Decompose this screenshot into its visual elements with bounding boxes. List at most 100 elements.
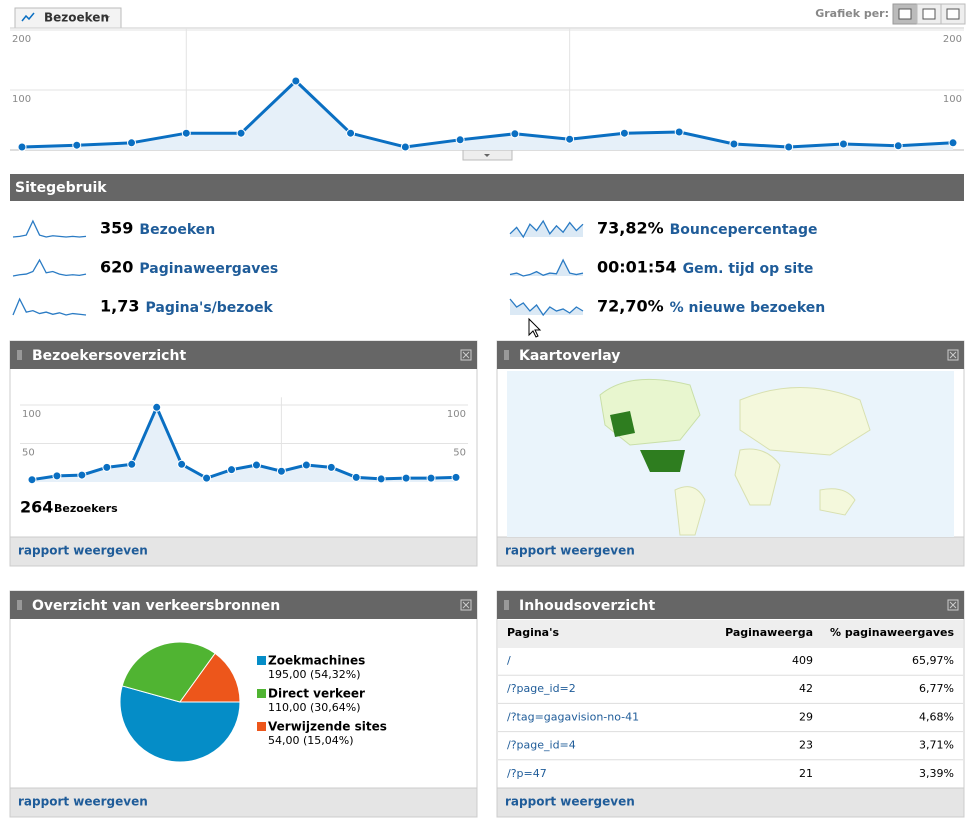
sparkline [12, 219, 87, 238]
drag-handle [504, 350, 509, 360]
table-cell[interactable]: /?page_id=4 [507, 739, 576, 752]
panel-title: Overzicht van verkeersbronnen [32, 598, 280, 614]
point [181, 128, 191, 138]
metric-label[interactable]: % nieuwe bezoeken [670, 300, 826, 316]
footer-link[interactable]: rapport weergeven [505, 544, 635, 558]
y-tick-label: 200 [12, 34, 31, 45]
footer-link[interactable]: rapport weergeven [505, 795, 635, 809]
legend-value: 195,00 (54,32%) [268, 668, 361, 681]
metric-label[interactable]: Pagina's/bezoek [145, 300, 273, 316]
point [52, 471, 62, 481]
usa [640, 450, 685, 472]
pie-slice [119, 685, 241, 763]
panel-header [10, 341, 477, 369]
panel-footer [9, 787, 478, 818]
table-cell: 3,71% [919, 739, 954, 752]
sparkline [12, 297, 87, 316]
point [401, 473, 411, 483]
column-header: % paginaweergaves [830, 626, 954, 639]
panel-header [10, 591, 477, 619]
close-icon [949, 351, 957, 359]
metric-label[interactable]: Gem. tijd op site [683, 261, 814, 277]
point [27, 475, 37, 485]
legend-swatch [257, 689, 266, 698]
point [400, 142, 410, 152]
y-tick-label: 50 [453, 448, 466, 459]
close-button[interactable] [947, 349, 959, 361]
point [177, 459, 187, 469]
y-tick-label: 50 [22, 448, 35, 459]
metric-value: 1,73 [100, 297, 139, 316]
point [451, 472, 461, 482]
icon [922, 8, 936, 20]
point [948, 138, 958, 148]
area [32, 407, 456, 482]
pie-slice [179, 652, 241, 703]
panel [9, 590, 478, 818]
eurasia [739, 387, 871, 456]
metric-value: 359 [100, 219, 133, 238]
footer-link[interactable]: rapport weergeven [18, 795, 148, 809]
panel-title: Bezoekersoverzicht [32, 348, 186, 364]
point [77, 470, 87, 480]
panel [9, 340, 478, 567]
y-tick-label: 100 [12, 94, 31, 105]
metric-value: 73,82% [597, 219, 664, 238]
point [455, 135, 465, 145]
legend-swatch [257, 656, 266, 665]
table-cell[interactable]: /?page_id=2 [507, 682, 576, 695]
icon [946, 8, 960, 20]
panel-footer [9, 536, 478, 567]
south-america [674, 486, 706, 536]
pie-slice [121, 641, 216, 703]
metric-label[interactable]: Bezoeken [139, 222, 215, 238]
view-buttons [892, 3, 966, 25]
point [152, 402, 162, 412]
table-cell: 42 [799, 682, 813, 695]
africa [734, 448, 781, 506]
table-cell: 65,97% [912, 654, 954, 667]
point [276, 466, 286, 476]
point [729, 139, 739, 149]
point [619, 128, 629, 138]
point [202, 473, 212, 483]
close-button[interactable] [460, 349, 472, 361]
table-cell[interactable]: /?tag=gagavision-no-41 [507, 710, 639, 723]
point [346, 128, 356, 138]
sparkline-area [510, 299, 583, 315]
alaska [610, 411, 635, 437]
sparkline-area [510, 221, 583, 237]
point [291, 76, 301, 86]
y-tick-label: 100 [943, 94, 962, 105]
section-header [10, 174, 964, 201]
close-button[interactable] [460, 599, 472, 611]
y-tick-label: 100 [447, 409, 466, 420]
point [893, 141, 903, 151]
table-cell: 29 [799, 710, 813, 723]
footer-link[interactable]: rapport weergeven [18, 544, 148, 558]
close-button[interactable] [947, 599, 959, 611]
world-map [507, 371, 954, 537]
point [227, 465, 237, 475]
point [127, 138, 137, 148]
panel-title: Inhoudsoverzicht [519, 598, 655, 614]
point [510, 129, 520, 139]
panel-header [497, 341, 964, 369]
table-cell[interactable]: / [507, 654, 511, 667]
metric-label[interactable]: Paginaweergaves [139, 261, 278, 277]
metric-button-label[interactable]: Bezoeken [44, 11, 109, 25]
point [326, 462, 336, 472]
legend-label: Direct verkeer [268, 687, 365, 701]
table-cell[interactable]: /?p=47 [507, 767, 547, 780]
panel-footer [496, 787, 965, 818]
y-tick-label: 100 [22, 409, 41, 420]
metric-label[interactable]: Bouncepercentage [670, 222, 818, 238]
drag-handle [17, 350, 22, 360]
table-cell: 23 [799, 739, 813, 752]
y-tick-label: 200 [943, 34, 962, 45]
dropdown-arrow [104, 16, 110, 20]
panel-title: Kaartoverlay [519, 348, 620, 364]
close-icon [462, 601, 470, 609]
sparkline [509, 258, 584, 277]
total-value: 264 [20, 498, 53, 517]
